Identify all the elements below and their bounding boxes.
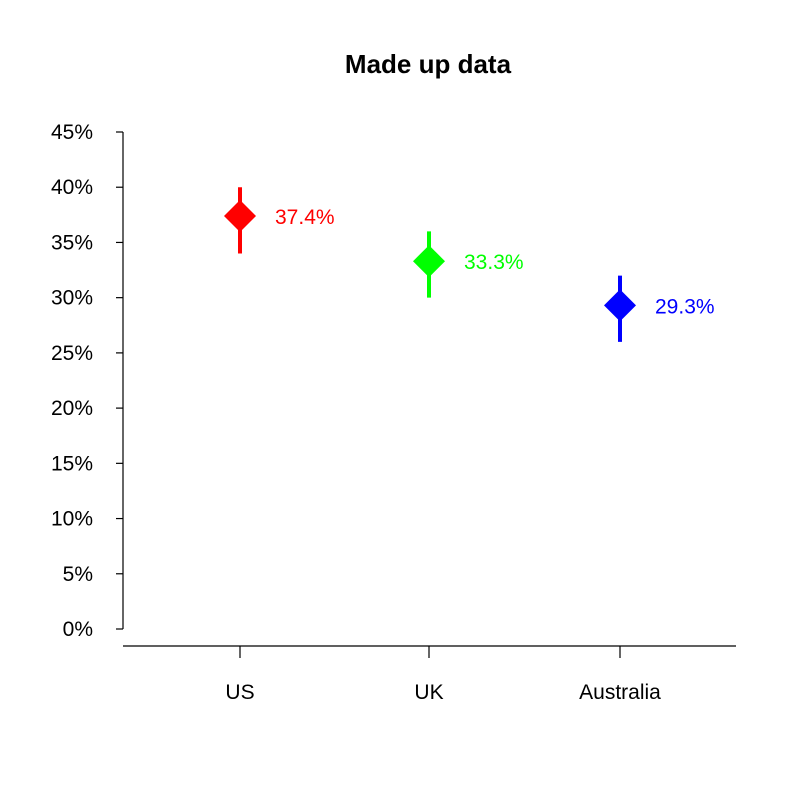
y-tick-label: 20% xyxy=(51,397,93,420)
y-tick-label: 15% xyxy=(51,452,93,475)
y-tick-label: 5% xyxy=(63,563,93,586)
data-label: 33.3% xyxy=(464,251,524,274)
data-point-diamond xyxy=(224,199,256,232)
x-tick-label: US xyxy=(225,681,254,704)
y-tick-label: 25% xyxy=(51,342,93,365)
y-tick-label: 10% xyxy=(51,508,93,531)
y-tick-label: 40% xyxy=(51,176,93,199)
y-tick-label: 0% xyxy=(63,618,93,641)
plot-marks: 37.4% 33.3% 29.3% xyxy=(224,187,715,342)
y-tick-label: 35% xyxy=(51,231,93,254)
data-point-diamond xyxy=(604,289,636,322)
y-tick-label: 45% xyxy=(51,121,93,144)
data-label: 29.3% xyxy=(655,295,715,318)
x-tick-label: UK xyxy=(414,681,443,704)
chart-title: Made up data xyxy=(345,49,512,79)
data-label: 37.4% xyxy=(275,206,335,229)
data-point-diamond xyxy=(413,245,445,278)
y-axis: 0% 5% 10% 15% 20% 25% 30% 35% 40% 45% xyxy=(51,121,124,641)
y-tick-label: 30% xyxy=(51,287,93,310)
x-axis: US UK Australia xyxy=(123,645,736,704)
x-tick-label: Australia xyxy=(579,681,661,704)
